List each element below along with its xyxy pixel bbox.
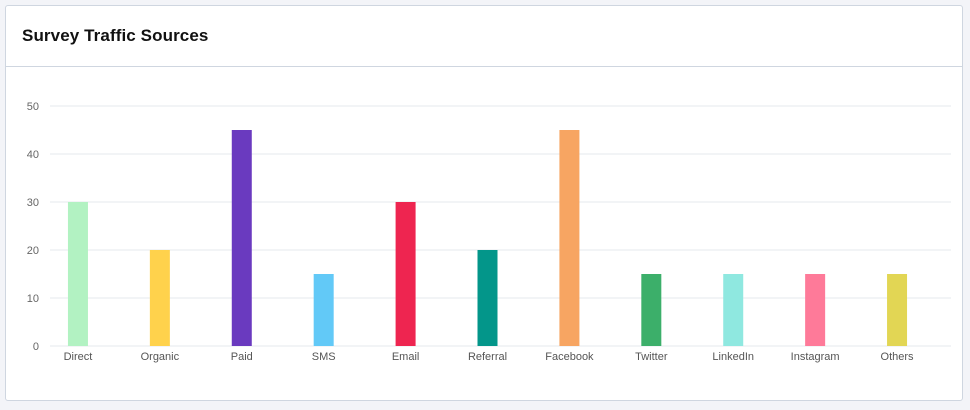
- bar-sms: [313, 274, 334, 346]
- x-tick-label-referral: Referral: [468, 351, 507, 363]
- bar-facebook: [559, 130, 580, 346]
- x-tick-label-linkedin: LinkedIn: [712, 351, 754, 363]
- x-tick-label-email: Email: [392, 351, 420, 363]
- x-tick-label-direct: Direct: [64, 351, 93, 363]
- y-tick-label-0: 0: [33, 341, 39, 353]
- bar-organic: [149, 250, 170, 346]
- y-tick-label-20: 20: [27, 245, 39, 257]
- card-header: Survey Traffic Sources: [6, 6, 962, 67]
- x-tick-label-sms: SMS: [312, 351, 336, 363]
- x-tick-label-facebook: Facebook: [545, 351, 594, 363]
- bar-others: [887, 274, 908, 346]
- bar-linkedin: [723, 274, 744, 346]
- x-tick-label-paid: Paid: [231, 351, 253, 363]
- bar-email: [395, 202, 416, 346]
- y-tick-label-40: 40: [27, 149, 39, 161]
- y-tick-label-30: 30: [27, 197, 39, 209]
- chart-title: Survey Traffic Sources: [22, 26, 209, 45]
- x-tick-label-others: Others: [881, 351, 915, 363]
- bar-direct: [67, 202, 88, 346]
- x-tick-label-organic: Organic: [141, 351, 180, 363]
- bar-paid: [231, 130, 252, 346]
- y-tick-label-10: 10: [27, 293, 39, 305]
- x-tick-label-twitter: Twitter: [635, 351, 668, 363]
- x-tick-label-instagram: Instagram: [791, 351, 840, 363]
- bar-chart: 0 10 20 30 40 50 Direct Organic Paid SMS Email Refe…: [27, 101, 951, 363]
- chart-area: 0 10 20 30 40 50 Direct Organic Paid SMS Email Refe…: [6, 67, 964, 402]
- bar-referral: [477, 250, 498, 346]
- y-tick-label-50: 50: [27, 101, 39, 113]
- bar-instagram: [805, 274, 826, 346]
- chart-card: Survey Traffic Sources 0 10 20 30 40 50 Direct…: [5, 5, 963, 401]
- bar-twitter: [641, 274, 662, 346]
